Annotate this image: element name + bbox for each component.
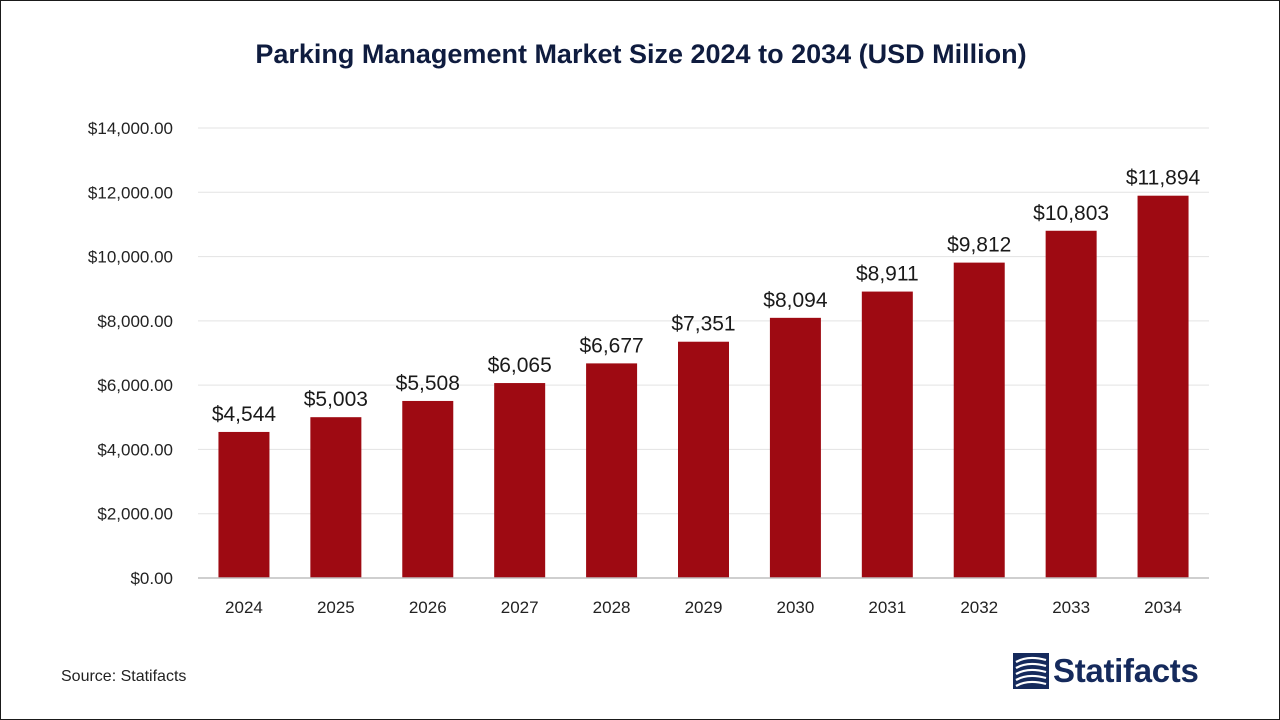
data-label: $6,065: [488, 354, 552, 377]
bar-2033: [1045, 230, 1097, 578]
logo-text: Statifacts: [1053, 652, 1199, 689]
data-label: $8,094: [763, 289, 828, 312]
y-axis-tick-labels: $0.00 $2,000.00 $4,000.00 $6,000.00 $8,000.0…: [88, 119, 173, 588]
x-tick-label: 2032: [960, 598, 998, 617]
bar-2029: [678, 341, 729, 578]
y-tick-label: $0.00: [130, 569, 173, 588]
data-label: $8,911: [856, 263, 919, 286]
bar-2034: [1137, 195, 1189, 578]
x-tick-label: 2033: [1052, 598, 1090, 617]
data-label: $5,003: [304, 388, 368, 411]
bar-2026: [402, 400, 454, 578]
chart-title: Parking Management Market Size 2024 to 2…: [255, 39, 1027, 69]
bar-2024: [218, 431, 270, 578]
y-tick-label: $10,000.00: [88, 248, 173, 267]
y-tick-label: $12,000.00: [88, 183, 173, 202]
x-tick-label: 2030: [776, 598, 814, 617]
statifacts-logo: Statifacts: [1013, 652, 1199, 690]
y-tick-label: $14,000.00: [88, 119, 173, 138]
bar-2031: [861, 291, 913, 578]
x-tick-label: 2025: [317, 598, 355, 617]
x-tick-label: 2029: [685, 598, 723, 617]
bar-2030: [769, 317, 821, 578]
x-tick-label: 2027: [501, 598, 539, 617]
data-label: $7,351: [671, 313, 735, 336]
bar-2025: [310, 417, 362, 578]
x-axis-tick-labels: 2024 2025 2026 2027 2028 2029 2030 2031 2032 2033…: [225, 598, 1182, 617]
bars: [218, 195, 1189, 578]
data-label: $4,544: [212, 403, 277, 426]
statifacts-logo-icon: [1013, 653, 1049, 689]
x-tick-label: 2028: [593, 598, 631, 617]
data-label: $10,803: [1033, 202, 1109, 225]
data-label: $6,677: [579, 334, 643, 357]
y-tick-label: $4,000.00: [97, 440, 173, 459]
bar-2027: [494, 383, 546, 578]
source-note: Source: Statifacts: [61, 668, 187, 685]
y-tick-label: $2,000.00: [97, 505, 173, 524]
x-tick-label: 2031: [868, 598, 906, 617]
bar-2028: [586, 363, 638, 578]
data-label: $11,894: [1126, 167, 1201, 190]
x-tick-label: 2026: [409, 598, 447, 617]
data-label: $9,812: [947, 234, 1011, 257]
y-tick-label: $8,000.00: [97, 312, 173, 331]
x-tick-label: 2034: [1144, 598, 1182, 617]
data-label: $5,508: [396, 372, 460, 395]
x-tick-label: 2024: [225, 598, 263, 617]
data-labels: $4,544 $5,003 $5,508 $6,065 $6,677 $7,351 $8,0…: [212, 167, 1201, 426]
bar-2032: [953, 262, 1005, 578]
y-tick-label: $6,000.00: [97, 376, 173, 395]
